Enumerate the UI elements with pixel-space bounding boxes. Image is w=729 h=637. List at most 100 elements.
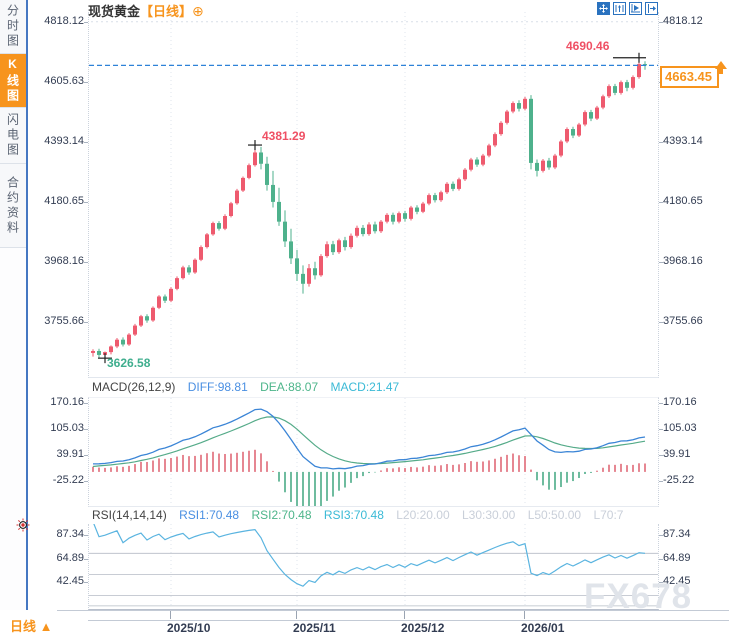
y-axis-tick-left: 105.03 (50, 421, 84, 434)
axis-tick-mark (84, 321, 88, 323)
axis-line-top (57, 610, 729, 611)
exit-pane-icon[interactable] (645, 2, 658, 15)
candles-group (91, 57, 647, 359)
sidebar-tab-lightning[interactable]: 闪电图 (0, 108, 26, 164)
y-axis-tick-right: 3968.16 (663, 254, 703, 267)
y-axis-tick-right: -25.22 (663, 473, 695, 486)
x-axis-tick-mark (404, 611, 405, 619)
period-selector-arrow-icon: ▲ (39, 619, 53, 634)
last-price-tag: 4663.45 (660, 66, 719, 89)
price-up-arrow-tail (719, 69, 723, 74)
y-axis-tick-left: 3755.66 (44, 314, 84, 327)
axis-tick-mark (659, 141, 663, 143)
axis-tick-mark (84, 454, 88, 456)
x-axis-month-label: 2026/01 (521, 621, 565, 635)
axis-tick-mark (659, 321, 663, 323)
period-selector-label: 日线 (10, 619, 37, 634)
y-axis-tick-right: 64.89 (663, 551, 691, 564)
y-axis-tick-right: 42.45 (663, 575, 691, 588)
y-axis-tick-left: 170.16 (50, 395, 84, 408)
rsi2-value: RSI2:70.48 (251, 508, 312, 522)
rsi1-value: RSI1:70.48 (179, 508, 240, 522)
swing-high-annotation: 4381.29 (262, 129, 306, 144)
y-axis-tick-right: 170.16 (663, 395, 697, 408)
macd-name-label: MACD(26,12,9) (92, 380, 176, 394)
macd-chart (92, 398, 646, 506)
x-axis-tick-mark (170, 611, 171, 619)
rsi-label-row: RSI(14,14,14) RSI1:70.48 RSI2:70.48 RSI3… (92, 508, 656, 522)
indicator-settings-icon[interactable] (16, 518, 30, 537)
period-tag: 【日线】 (140, 4, 193, 19)
axis-tick-mark (659, 454, 663, 456)
y-axis-tick-left: -25.22 (52, 473, 84, 486)
axis-tick-mark (659, 480, 663, 482)
sidebar-tab-kline[interactable]: K线图 (0, 54, 26, 108)
axis-tick-mark (84, 480, 88, 482)
axis-tick-mark (659, 535, 663, 537)
price-up-arrow-icon (715, 61, 727, 69)
sidebar-divider (26, 0, 28, 610)
low-price-annotation: 3626.58 (107, 356, 151, 371)
rsi-l70-label: L70:7 (593, 508, 624, 522)
macd-label-row: MACD(26,12,9) DIFF:98.81 DEA:88.07 MACD:… (92, 380, 656, 394)
zoom-range-icon[interactable] (613, 2, 626, 15)
y-axis-tick-left: 4605.63 (44, 74, 84, 87)
y-axis-tick-left: 4180.65 (44, 194, 84, 207)
axis-tick-mark (84, 582, 88, 584)
watermark: FX678 (584, 577, 693, 616)
add-indicator-icon[interactable]: ⊕ (192, 3, 204, 19)
y-axis-tick-right: 4818.12 (663, 14, 703, 27)
x-axis-month-label: 2025/12 (401, 621, 445, 635)
sidebar: 分时图 K线图 闪电图 合约资料 (0, 0, 26, 610)
sidebar-tab-contract-info[interactable]: 合约资料 (0, 164, 26, 248)
y-axis-tick-left: 87.34 (56, 528, 84, 541)
axis-tick-mark (84, 141, 88, 143)
axis-tick-mark (659, 201, 663, 203)
y-axis-tick-right: 4180.65 (663, 194, 703, 207)
axis-tick-mark (659, 402, 663, 404)
rsi-l50-label: L50:50.00 (527, 508, 582, 522)
rsi-panel[interactable] (88, 524, 659, 610)
axis-tick-mark (84, 21, 88, 23)
x-axis-month-label: 2025/11 (293, 621, 336, 635)
chart-toolbar (597, 2, 658, 15)
macd-diff-value: DIFF:98.81 (187, 380, 248, 394)
crosshair-move-icon[interactable] (597, 2, 610, 15)
y-axis-tick-right: 3755.66 (663, 314, 703, 327)
y-axis-tick-left: 39.91 (56, 447, 84, 460)
axis-tick-mark (659, 21, 663, 23)
symbol-title: 现货黄金 (88, 4, 141, 19)
axis-tick-mark (84, 402, 88, 404)
rsi3-value: RSI3:70.48 (323, 508, 384, 522)
axis-tick-mark (84, 81, 88, 83)
axis-tick-mark (84, 261, 88, 263)
period-selector[interactable]: 日线 ▲ (10, 616, 53, 635)
axis-line-bottom (88, 620, 729, 621)
axis-tick-mark (659, 261, 663, 263)
y-axis-tick-left: 42.45 (56, 575, 84, 588)
y-axis-tick-right: 4393.14 (663, 134, 703, 147)
rsi-chart (89, 524, 658, 608)
axis-tick-mark (659, 582, 663, 584)
x-axis-month-label: 2025/10 (167, 621, 211, 635)
rsi-l20-label: L20:20.00 (396, 508, 450, 522)
candlestick-chart (89, 12, 658, 376)
macd-panel[interactable] (88, 397, 659, 507)
y-axis-tick-left: 64.89 (56, 551, 84, 564)
rsi-l30-label: L30:30.00 (461, 508, 516, 522)
axis-tick-mark (84, 535, 88, 537)
x-axis-tick-mark (296, 611, 297, 619)
high-price-annotation: 4690.46 (566, 38, 610, 53)
x-axis-tick-mark (524, 611, 525, 619)
y-axis-tick-left: 4393.14 (44, 134, 84, 147)
sidebar-tab-timeshare[interactable]: 分时图 (0, 0, 26, 54)
axis-tick-mark (659, 558, 663, 560)
y-axis-tick-right: 87.34 (663, 528, 691, 541)
chart-header: 现货黄金【日线】⊕ (88, 1, 204, 20)
macd-dea-value: DEA:88.07 (260, 380, 319, 394)
candlestick-panel[interactable] (88, 12, 659, 378)
axis-tick-mark (84, 558, 88, 560)
trend-play-icon[interactable] (629, 2, 642, 15)
y-axis-tick-left: 4818.12 (44, 14, 84, 27)
